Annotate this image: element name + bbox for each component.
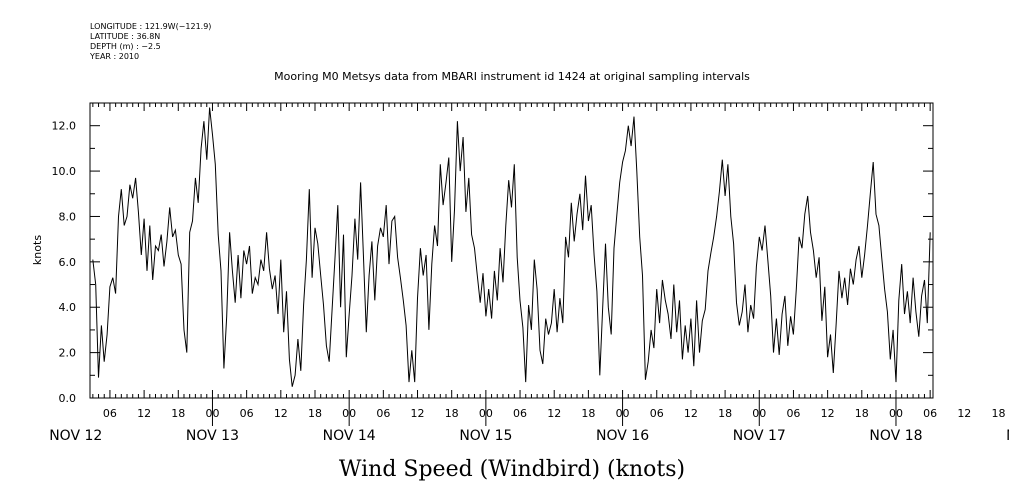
x-tick-label: 06 [103, 407, 117, 420]
x-day-label: NOV 14 [323, 428, 376, 444]
x-day-label: NOV 19 [1006, 428, 1009, 444]
y-axis: 0.0 2.0 4.0 6.0 8.0 10.0 12.0 [52, 102, 933, 405]
year-text: YEAR : 2010 [90, 52, 140, 61]
x-tick-label: 12 [137, 407, 151, 420]
x-tick-label: 06 [923, 407, 937, 420]
x-tick-label: 06 [376, 407, 390, 420]
x-day-label: NOV 12 [49, 428, 102, 444]
x-tick-label: 12 [274, 407, 288, 420]
x-day-label: NOV 17 [733, 428, 786, 444]
x-tick-label: 18 [171, 407, 185, 420]
x-tick-label: 06 [650, 407, 664, 420]
y-tick-label: 12.0 [52, 120, 77, 133]
x-day-label: NOV 15 [459, 428, 512, 444]
latitude-text: LATITUDE : 36.8N [90, 32, 161, 41]
x-tick-label: 06 [513, 407, 527, 420]
y-tick-label: 4.0 [59, 301, 77, 314]
x-tick-label: 18 [445, 407, 459, 420]
series-line-wind-speed [92, 107, 931, 387]
y-tick-label: 0.0 [59, 392, 77, 405]
y-tick-label: 8.0 [59, 210, 77, 223]
x-tick-label: 06 [240, 407, 254, 420]
x-day-label: NOV 18 [869, 428, 922, 444]
x-tick-label: 12 [547, 407, 561, 420]
y-tick-label: 10.0 [52, 165, 77, 178]
x-tick-label: 18 [308, 407, 322, 420]
x-axis: 06 12 18 00 06 12 18 00 06 12 18 00 06 12 18 00 06 12 18 00… [49, 103, 1009, 444]
longitude-text: LONGITUDE : 121.9W(−121.9) [90, 22, 212, 31]
x-tick-label: 18 [581, 407, 595, 420]
x-day-label: NOV 13 [186, 428, 239, 444]
x-tick-label: 18 [855, 407, 869, 420]
y-axis-label: knots [31, 235, 44, 265]
x-day-label: NOV 16 [596, 428, 649, 444]
bottom-title: Wind Speed (Windbird) (knots) [339, 457, 685, 482]
depth-text: DEPTH (m) : −2.5 [90, 42, 161, 51]
x-tick-label: 18 [718, 407, 732, 420]
chart-title: Mooring M0 Metsys data from MBARI instru… [274, 70, 750, 83]
x-tick-label: 18 [992, 407, 1006, 420]
x-tick-label: 12 [821, 407, 835, 420]
y-tick-label: 6.0 [59, 256, 77, 269]
x-tick-label: 12 [957, 407, 971, 420]
plot-frame [89, 102, 934, 399]
y-tick-label: 2.0 [59, 347, 77, 360]
x-tick-label: 06 [786, 407, 800, 420]
metadata-block: LONGITUDE : 121.9W(−121.9) LATITUDE : 36… [90, 22, 211, 62]
x-tick-label: 12 [411, 407, 425, 420]
x-tick-label: 12 [684, 407, 698, 420]
